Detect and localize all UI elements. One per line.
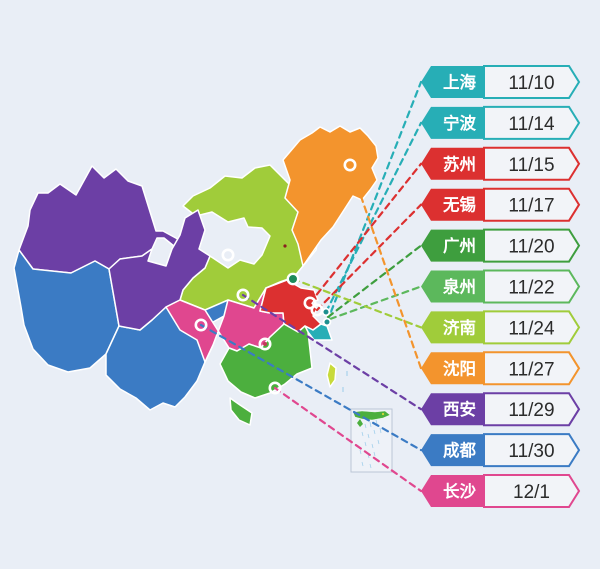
- svg-text:沈阳: 沈阳: [443, 358, 476, 378]
- svg-text:11/22: 11/22: [508, 278, 554, 299]
- svg-text:泉州: 泉州: [443, 277, 476, 297]
- svg-text:长沙: 长沙: [443, 481, 477, 501]
- svg-text:宁波: 宁波: [443, 113, 477, 133]
- svg-text:无锡: 无锡: [442, 195, 476, 215]
- svg-text:11/30: 11/30: [508, 441, 554, 462]
- svg-text:苏州: 苏州: [443, 154, 476, 174]
- svg-text:11/24: 11/24: [508, 318, 555, 339]
- svg-text:西安: 西安: [443, 399, 476, 419]
- svg-text:济南: 济南: [443, 317, 476, 337]
- svg-text:11/10: 11/10: [508, 73, 554, 94]
- svg-text:11/29: 11/29: [508, 400, 554, 421]
- svg-text:11/27: 11/27: [508, 359, 554, 380]
- svg-text:上海: 上海: [443, 72, 477, 92]
- svg-text:广州: 广州: [443, 236, 476, 256]
- svg-text:11/17: 11/17: [508, 196, 554, 217]
- svg-text:12/1: 12/1: [513, 482, 550, 503]
- svg-text:11/20: 11/20: [508, 237, 554, 258]
- svg-text:11/14: 11/14: [508, 114, 555, 135]
- svg-text:11/15: 11/15: [508, 155, 554, 176]
- svg-text:成都: 成都: [443, 440, 477, 460]
